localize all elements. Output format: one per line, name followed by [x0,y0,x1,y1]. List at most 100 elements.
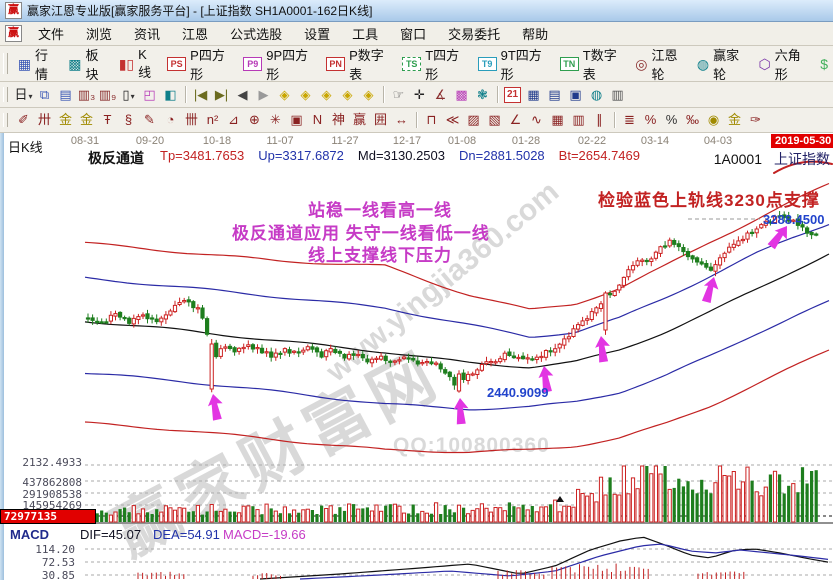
toolbar-button-t-number-table[interactable]: TN T数字表 [555,46,630,81]
toolbar-button-9p-square[interactable]: P9 9P四方形 [238,46,321,81]
tool-hand-icon[interactable]: ☞ [392,86,405,102]
tool-gann-box-icon[interactable]: ◰ [143,86,156,102]
tool-shen-icon[interactable]: 神 [331,112,345,127]
support-test-annotation: 检验蓝色上轨线3230点支撑 [598,191,820,210]
tool-percent-retrace-icon[interactable]: % [644,112,657,127]
menu-item-window[interactable]: 窗口 [400,27,427,42]
toolbar-grip[interactable] [3,53,8,74]
tool-send-icon[interactable]: ◍ [590,86,603,102]
toolbar-button-label: 六角形 [774,47,801,82]
tool-time-ruler-icon[interactable]: 卌 [184,112,198,127]
winner-wheel-icon: ◍ [696,55,710,72]
tool-gold-lines-icon[interactable]: 金 [727,112,741,127]
kline-icon: ▮▯ [118,55,135,72]
tool-calendar-button[interactable]: 21 [504,86,521,103]
toolbar-button-p-number-table[interactable]: PN P数字表 [321,46,397,81]
tool-box-grid-icon[interactable]: 囲 [373,112,387,127]
menu-item-tools[interactable]: 工具 [352,27,379,42]
tool-color-chart-icon[interactable]: ◧ [164,86,177,102]
tool-red-grid-icon[interactable]: ▦ [551,112,564,127]
tool-region-zoom-icon[interactable]: ⧉ [39,86,50,102]
toolbar-button-gann-wheel[interactable]: ◎ 江恩轮 [630,46,692,82]
tool-n-square-icon[interactable]: n² [206,112,219,127]
tool-report-icon[interactable]: ▤ [548,86,561,102]
menu-item-help[interactable]: 帮助 [522,27,549,42]
hand-drawn-red-stroke [773,160,833,174]
tool-compass-icon[interactable]: ◔ [166,112,175,127]
tool-pink-tool-icon[interactable]: ▩ [455,86,468,102]
tool-gann-target-icon[interactable]: ⊕ [249,112,260,127]
tool-frame-icon[interactable]: ⊓ [426,112,437,127]
tool-bars-9-icon[interactable]: ▥₉ [98,86,117,102]
tool-print-icon[interactable]: ▥ [611,86,624,102]
tool-candle-icon[interactable]: ▯▾ [122,86,135,102]
toolbar-button-quotes[interactable]: ▦ 行情 [13,46,63,82]
tool-bars-3-icon[interactable]: ▥₃ [77,86,96,102]
toolbar-button-sectors[interactable]: ▩ 板块 [63,46,113,82]
menu-item-trade[interactable]: 交易委托 [448,27,501,42]
tool-brush-icon[interactable]: ✐ [18,112,29,127]
menu-item-settings[interactable]: 设置 [304,27,331,42]
tool-percent-mark-icon[interactable]: ‰ [686,112,699,127]
tool-gold-section-icon[interactable]: 金 [58,112,72,127]
dropdown-caret-icon[interactable]: ▾ [28,91,33,101]
tool-f-tool-icon[interactable]: Ŧ [103,112,112,127]
menu-item-gann[interactable]: 江恩 [182,27,209,42]
tool-pen-icon[interactable]: ✎ [144,112,155,127]
tool-percent-icon[interactable]: % [665,112,678,127]
tool-save-icon[interactable]: ▣ [569,86,582,102]
tool-wave-icon[interactable]: ∿ [531,112,542,127]
tool-period-day-icon[interactable]: 日▾ [14,86,33,102]
tool-compress-x-icon[interactable]: ◈ [342,86,353,102]
toolbar-grip[interactable] [3,87,8,102]
toolbar-button-t-square[interactable]: TS T四方形 [397,46,472,81]
menu-item-browse[interactable]: 浏览 [86,27,113,42]
tool-nav-prev-icon[interactable]: ◀ [237,86,248,102]
tool-zoom-out-x-icon[interactable]: ◈ [279,86,290,102]
tool-nav-next-icon[interactable]: ▶ [258,86,269,102]
date-tick: 01-28 [511,135,541,147]
tool-note-icon[interactable]: ▤ [59,86,72,102]
tool-star-target-icon[interactable]: ✳ [270,112,281,127]
tool-parallel-icon[interactable]: ∥ [596,112,603,127]
tool-ray-fan-icon[interactable]: ≪ [445,112,460,127]
tool-pulse-icon[interactable]: Ν [312,112,323,127]
tool-shaded-fan-icon[interactable]: ▨ [467,112,480,127]
tool-ying-icon[interactable]: 赢 [352,112,366,127]
tool-trend-angle-icon[interactable]: ∠ [509,112,522,127]
kline-chart-canvas[interactable] [0,133,833,580]
tool-angle-tool-icon[interactable]: ⊿ [228,112,239,127]
tool-red-grid-2-icon[interactable]: ▥ [572,112,585,127]
window-title: 赢家江恩专业版[赢家服务平台] - [上证指数 SH1A0001-162日K线] [27,4,373,18]
tool-spiral-icon[interactable]: § [124,112,133,127]
tool-compress-all-icon[interactable]: ◈ [363,86,374,102]
tool-circle-gann-icon[interactable]: ◉ [707,112,720,127]
menu-item-formula-picker[interactable]: 公式选股 [230,27,283,42]
tool-nav-last-icon[interactable]: ▶| [214,86,229,102]
tool-calculator-icon[interactable]: ▦ [527,86,540,102]
toolbar-button-hexagon[interactable]: ⬡ 六角形 [754,46,816,82]
toolbar-grip[interactable] [3,112,8,128]
menu-item-file[interactable]: 文件 [38,27,65,42]
tool-angle-icon[interactable]: ∡ [434,86,447,102]
menu-item-news[interactable]: 资讯 [134,27,161,42]
toolbar-button-9t-square[interactable]: T9 9T四方形 [473,46,555,81]
gann-wheel-icon: ◎ [635,55,648,72]
tool-zoom-in-x-icon[interactable]: ◈ [300,86,311,102]
tool-width-measure-icon[interactable]: ↔ [395,112,408,127]
tool-nav-first-icon[interactable]: |◀ [193,86,208,102]
toolbar-button-money[interactable]: $ [815,54,833,74]
tool-expand-x-icon[interactable]: ◈ [321,86,332,102]
tool-gold-section-2-icon[interactable]: 金 [79,112,93,127]
tool-crosshair-icon[interactable]: ✛ [414,86,425,102]
tool-gann-lines-icon[interactable]: 卅 [37,112,51,127]
toolbar-button-winner-wheel[interactable]: ◍ 赢家轮 [692,46,754,82]
dropdown-caret-icon[interactable]: ▾ [130,91,135,101]
tool-shaded-fan-2-icon[interactable]: ▧ [488,112,501,127]
tool-price-scale-icon[interactable]: ≣ [624,112,635,127]
tool-square-target-icon[interactable]: ▣ [290,112,303,127]
tool-cyan-tool-icon[interactable]: ❃ [477,86,488,102]
toolbar-button-p-square[interactable]: PS P四方形 [162,46,238,81]
toolbar-button-kline[interactable]: ▮▯ K线 [114,46,162,81]
tool-marker-icon[interactable]: ✑ [750,112,761,127]
